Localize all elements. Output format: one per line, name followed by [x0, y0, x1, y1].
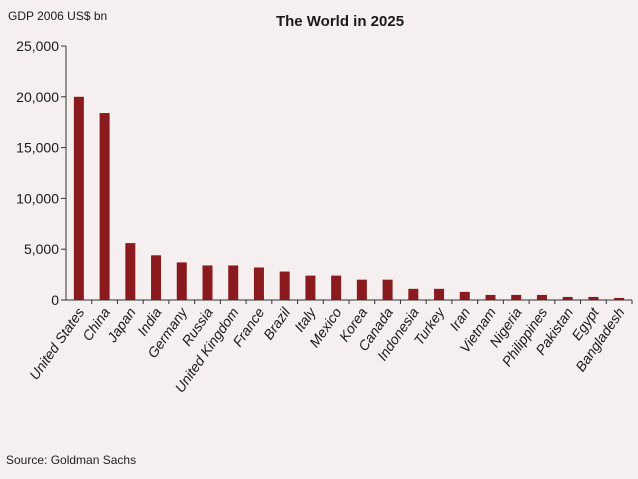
- y-tick-label: 0: [51, 292, 59, 308]
- bar: [434, 288, 445, 300]
- x-tick-label: United States: [26, 305, 87, 383]
- bar: [459, 291, 470, 300]
- bar: [382, 279, 393, 300]
- bar: [562, 296, 573, 300]
- bar: [485, 294, 496, 300]
- bar: [356, 279, 367, 300]
- y-tick-label: 15,000: [16, 140, 59, 156]
- source-note: Source: Goldman Sachs: [6, 453, 137, 467]
- bar: [228, 265, 239, 300]
- bar: [99, 113, 110, 300]
- bar: [151, 255, 162, 300]
- bar: [588, 296, 599, 300]
- bar: [408, 288, 419, 300]
- y-tick-label: 5,000: [24, 241, 59, 257]
- bar: [305, 275, 316, 300]
- bar: [614, 297, 625, 300]
- y-tick-label: 25,000: [16, 38, 59, 54]
- bar: [536, 294, 547, 300]
- bar: [511, 294, 522, 300]
- x-tick-label: Brazil: [260, 304, 294, 343]
- bar: [73, 96, 84, 300]
- bar: [253, 267, 264, 300]
- bar: [202, 265, 213, 300]
- bar: [331, 275, 342, 300]
- y-tick-label: 20,000: [16, 89, 59, 105]
- y-tick-label: 10,000: [16, 190, 59, 206]
- bars: [73, 96, 625, 300]
- bar: [125, 243, 136, 300]
- y-axis-label: GDP 2006 US$ bn: [8, 9, 107, 23]
- x-axis: United StatesChinaJapanIndiaGermanyRussi…: [26, 299, 633, 395]
- y-axis: 0 5,000 10,000 15,000 20,000 25,000: [16, 38, 67, 308]
- bar: [279, 271, 290, 300]
- bar: [176, 262, 187, 300]
- chart-title: The World in 2025: [276, 13, 404, 30]
